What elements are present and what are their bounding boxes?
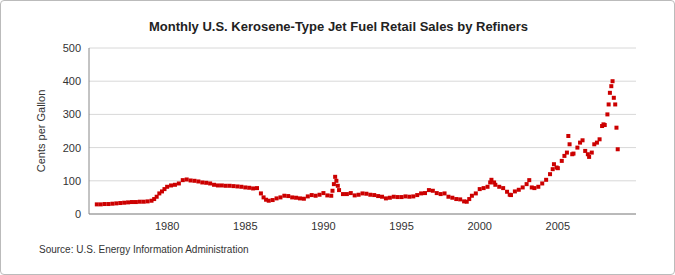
- svg-text:2000: 2000: [467, 220, 491, 232]
- svg-text:Cents per Gallon: Cents per Gallon: [35, 90, 47, 173]
- svg-text:500: 500: [63, 42, 81, 54]
- svg-text:2005: 2005: [546, 220, 570, 232]
- svg-text:0: 0: [75, 208, 81, 220]
- svg-text:200: 200: [63, 142, 81, 154]
- svg-text:1995: 1995: [389, 220, 413, 232]
- svg-text:1985: 1985: [233, 220, 257, 232]
- svg-text:1980: 1980: [155, 220, 179, 232]
- svg-text:1990: 1990: [311, 220, 335, 232]
- svg-text:100: 100: [63, 175, 81, 187]
- html-text:Source: U.S. Energy Informatio: Source: U.S. Energy Information Administ…: [39, 244, 249, 255]
- html-text:Monthly U.S. Kerosene-Type Jet: Monthly U.S. Kerosene-Type Jet Fuel Reta…: [149, 19, 528, 34]
- svg-text:400: 400: [63, 75, 81, 87]
- svg-text:300: 300: [63, 108, 81, 120]
